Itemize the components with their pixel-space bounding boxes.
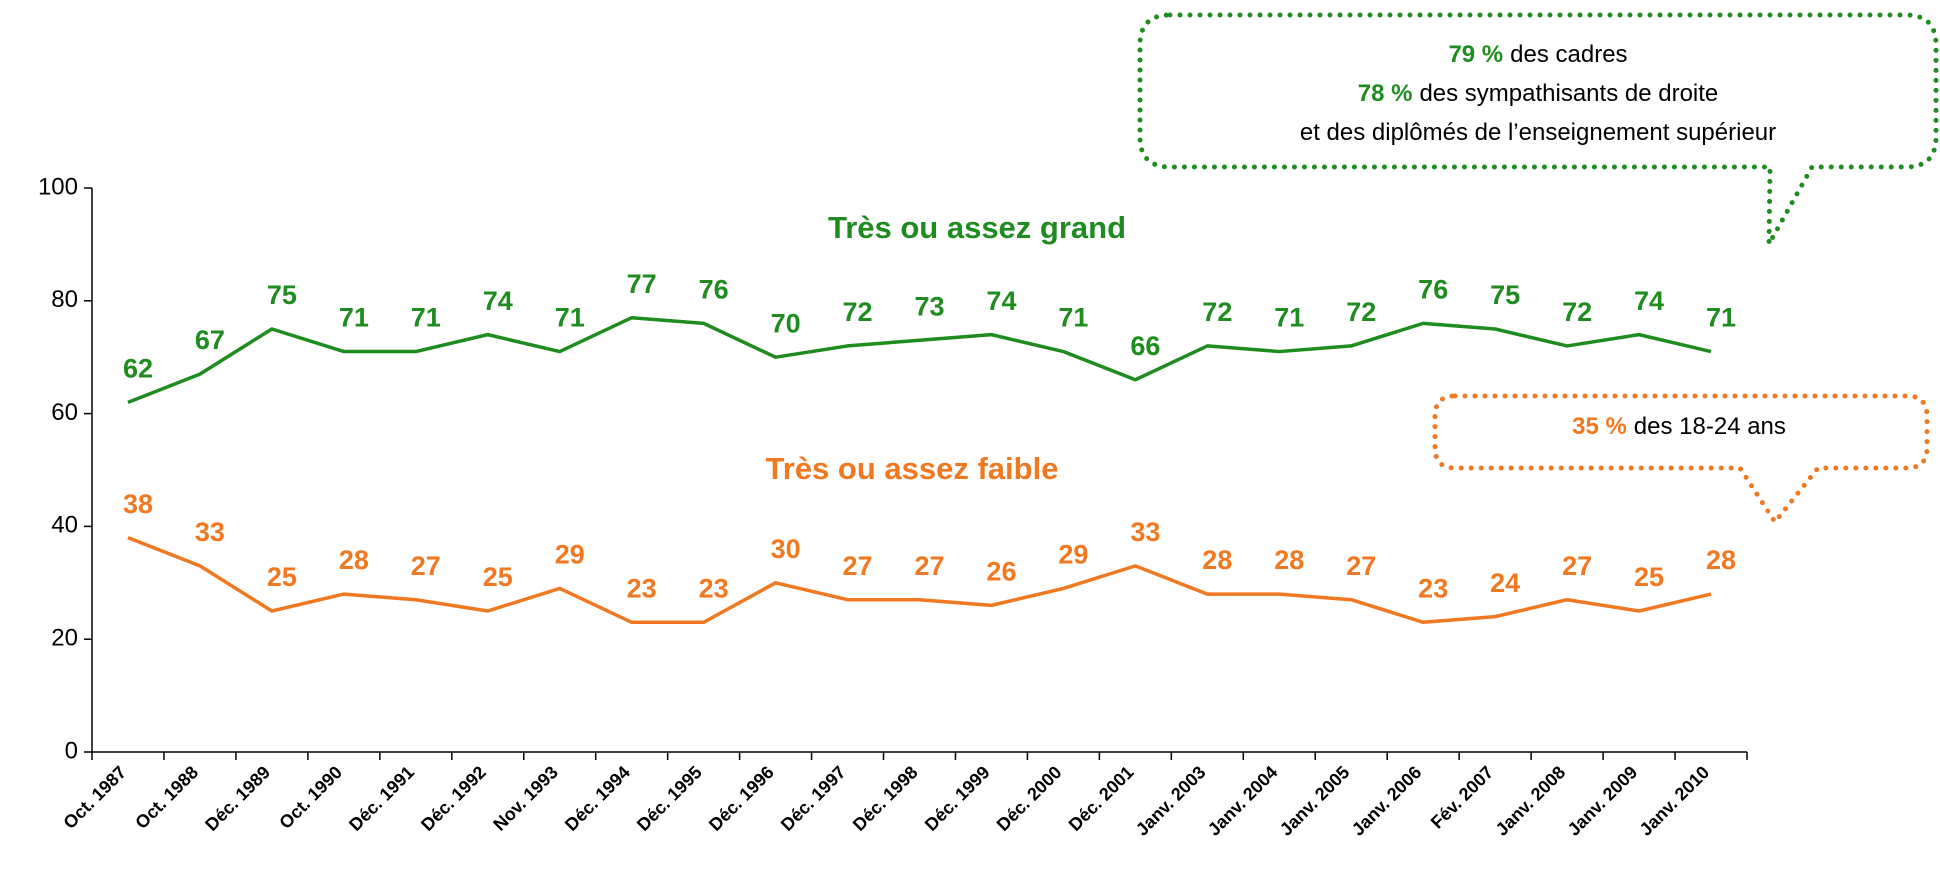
data-label: 25 [483, 562, 513, 592]
series-label: Très ou assez faible [766, 451, 1059, 486]
data-label: 24 [1490, 568, 1520, 598]
x-tick-label: Déc. 1997 [777, 762, 850, 835]
callout-box [1137, 12, 1939, 247]
x-tick-label: Fév. 2007 [1427, 762, 1498, 833]
data-label: 67 [195, 325, 225, 355]
x-tick-label: Déc. 1996 [705, 762, 778, 835]
annotation-line: 78 % des sympathisants de droite [1358, 80, 1719, 107]
series-label: Très ou assez grand [828, 210, 1126, 245]
x-tick-label: Janv. 2005 [1276, 762, 1354, 840]
annotation-line: et des diplômés de l’enseignement supéri… [1300, 119, 1776, 146]
x-tick-label: Déc. 2000 [993, 762, 1066, 835]
data-label: 23 [627, 573, 657, 603]
data-label: 75 [267, 280, 297, 310]
data-label: 38 [123, 489, 153, 519]
y-tick-label: 80 [51, 286, 78, 313]
y-tick-label: 0 [65, 737, 78, 764]
data-label: 28 [1202, 545, 1232, 575]
data-label: 72 [843, 297, 873, 327]
annotation-highlight: 78 % [1358, 80, 1413, 107]
data-label: 27 [914, 551, 944, 581]
data-label: 30 [771, 534, 801, 564]
data-label: 71 [1058, 303, 1088, 333]
x-tick-label: Oct. 1987 [59, 762, 130, 833]
data-label: 72 [1562, 297, 1592, 327]
data-label: 25 [1634, 562, 1664, 592]
data-label: 28 [1274, 545, 1304, 575]
x-tick-label: Oct. 1990 [275, 762, 346, 833]
data-label: 25 [267, 562, 297, 592]
y-tick-label: 40 [51, 512, 78, 539]
data-label: 33 [1130, 517, 1160, 547]
data-label: 27 [411, 551, 441, 581]
data-label: 71 [1706, 303, 1736, 333]
line-series [127, 536, 1712, 625]
y-tick-label: 60 [51, 399, 78, 426]
x-tick-label: Déc. 1994 [561, 762, 634, 835]
data-label: 77 [627, 269, 657, 299]
x-tick-label: Déc. 1989 [201, 762, 274, 835]
data-label: 71 [339, 303, 369, 333]
data-label: 23 [1418, 573, 1448, 603]
data-label: 73 [914, 291, 944, 321]
annotation-highlight: 79 % [1448, 41, 1503, 68]
x-tick-label: Janv. 2006 [1348, 762, 1426, 840]
annotation-text: des cadres [1510, 41, 1627, 68]
data-label: 33 [195, 517, 225, 547]
annotation-line: 35 % des 18-24 ans [1572, 413, 1786, 440]
x-tick-label: Déc. 1995 [633, 762, 706, 835]
callout-box [1432, 393, 1930, 525]
data-label: 76 [1418, 274, 1448, 304]
annotation-line: 79 % des cadres [1448, 41, 1627, 68]
x-tick-label: Déc. 1998 [849, 762, 922, 835]
x-tick-label: Déc. 2001 [1065, 762, 1138, 835]
data-label: 29 [1058, 540, 1088, 570]
x-tick-label: Janv. 2009 [1564, 762, 1642, 840]
x-tick-label: Déc. 1991 [345, 762, 418, 835]
x-tick-label: Déc. 1999 [921, 762, 994, 835]
data-label: 27 [1562, 551, 1592, 581]
data-label: 72 [1202, 297, 1232, 327]
x-tick-label: Oct. 1988 [131, 762, 202, 833]
data-label: 28 [339, 545, 369, 575]
x-tick-label: Nov. 1993 [489, 762, 562, 835]
data-label: 76 [699, 274, 729, 304]
x-tick-label: Janv. 2003 [1132, 762, 1210, 840]
data-label: 74 [1634, 286, 1664, 316]
data-label: 74 [483, 286, 513, 316]
data-label: 23 [699, 573, 729, 603]
data-label: 62 [123, 353, 153, 383]
data-label: 75 [1490, 280, 1520, 310]
data-label: 28 [1706, 545, 1736, 575]
x-tick-label: Déc. 1992 [417, 762, 490, 835]
x-tick-label: Janv. 2008 [1492, 762, 1570, 840]
line-series [127, 315, 1712, 404]
x-tick-label: Janv. 2010 [1636, 762, 1714, 840]
data-label: 29 [555, 540, 585, 570]
annotation-text: des sympathisants de droite [1419, 80, 1718, 107]
y-tick-label: 100 [38, 173, 78, 200]
x-tick-label: Janv. 2004 [1204, 762, 1282, 840]
data-label: 71 [1274, 303, 1304, 333]
data-label: 74 [986, 286, 1016, 316]
data-label: 71 [411, 303, 441, 333]
data-label: 71 [555, 303, 585, 333]
annotation-text: et des diplômés de l’enseignement supéri… [1300, 119, 1776, 146]
data-label: 26 [986, 556, 1016, 586]
data-label: 72 [1346, 297, 1376, 327]
annotation-text: des 18-24 ans [1634, 413, 1786, 440]
data-label: 66 [1130, 331, 1160, 361]
data-label: 27 [1346, 551, 1376, 581]
data-label: 27 [843, 551, 873, 581]
y-tick-label: 20 [51, 625, 78, 652]
data-label: 70 [771, 308, 801, 338]
annotation-highlight: 35 % [1572, 413, 1627, 440]
